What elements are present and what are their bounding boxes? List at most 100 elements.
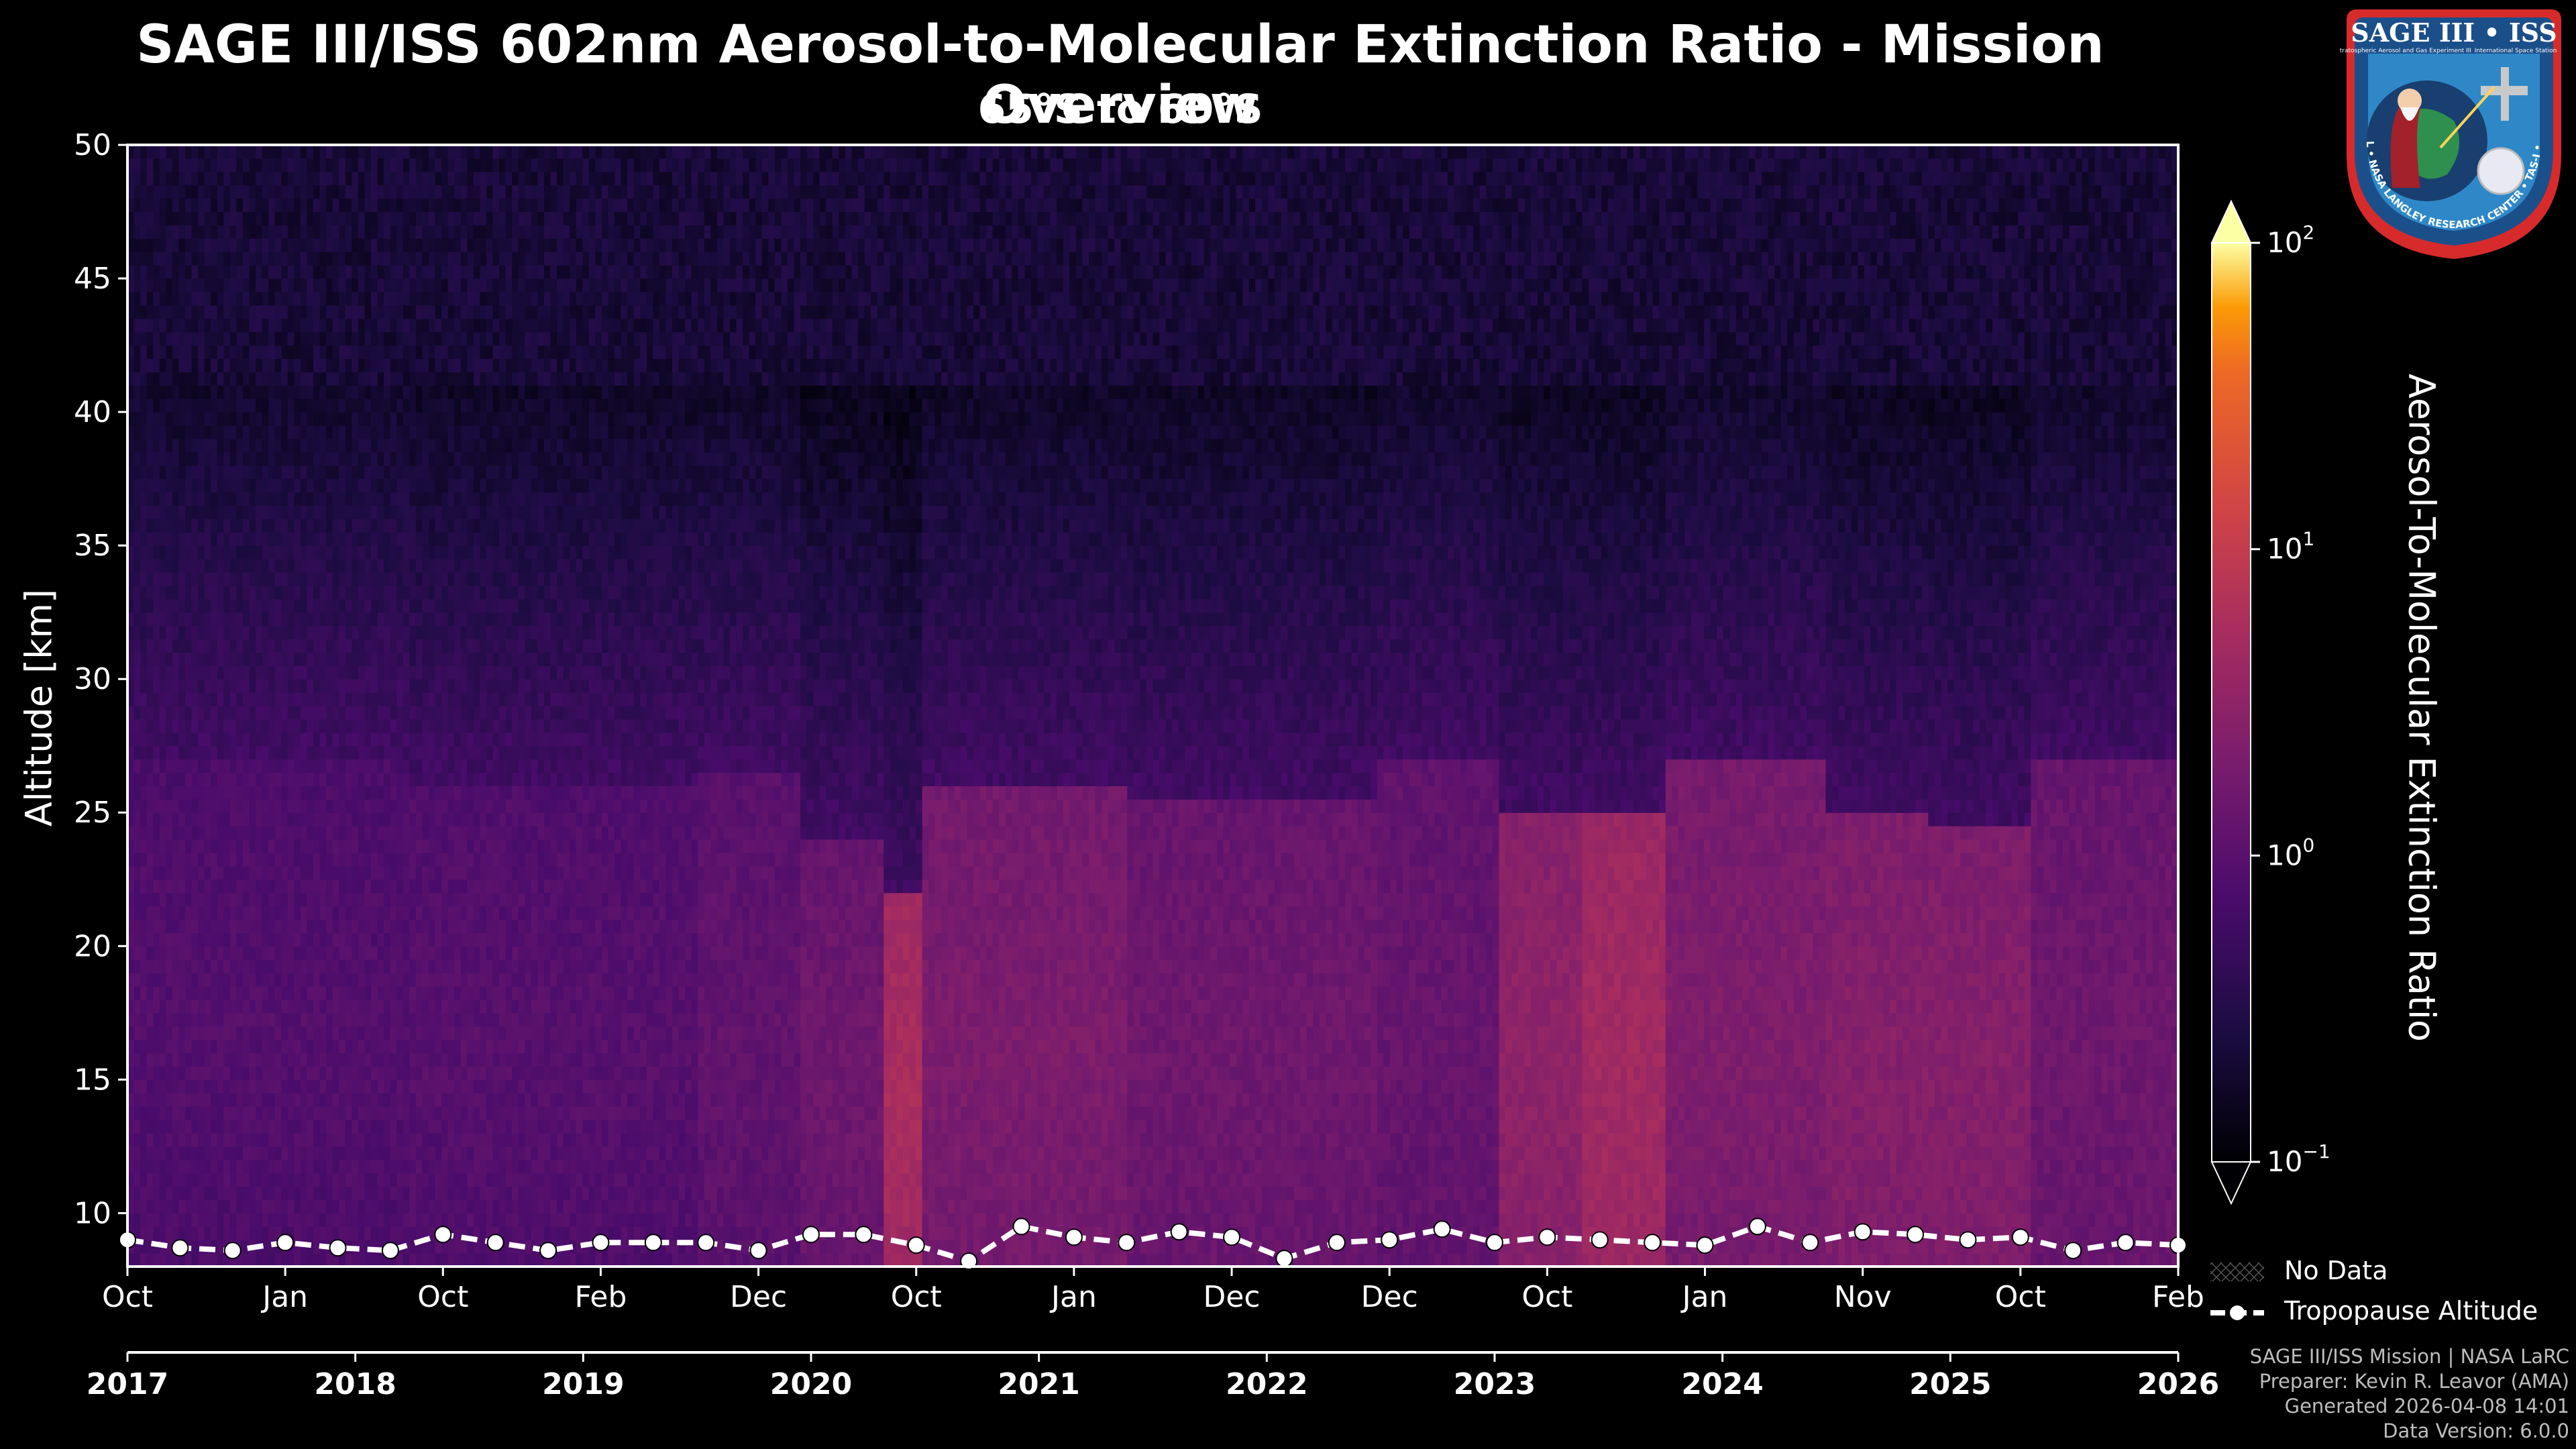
heatmap-band [698,145,801,1267]
colorbar-gradient [2212,243,2251,1162]
credit-line: SAGE III/ISS Mission | NASA LaRC [2250,1344,2569,1369]
no-data-legend-label: No Data [2284,1256,2388,1285]
heatmap-band [1127,145,1377,1267]
colorbar-tick-label: 101 [2267,528,2314,566]
y-tick-label: 40 [74,395,111,429]
tropopause-point [488,1234,504,1250]
colorbar-extend-min [2212,1162,2251,1203]
tropopause-legend-symbol [2210,1305,2264,1320]
tropopause-point [435,1226,451,1242]
y-tick-label: 35 [74,529,111,563]
month-tick-label: Oct [1521,1280,1572,1314]
tropopause-point [645,1234,661,1250]
month-tick-label: Nov [1834,1280,1892,1314]
month-tick-label: Dec [1203,1280,1260,1314]
y-tick-label: 50 [74,128,111,162]
colorbar-tick-label: 100 [2267,834,2314,871]
tropopause-point [1329,1234,1345,1250]
tropopause-point [225,1242,241,1258]
tropopause-point [1171,1224,1187,1240]
tropopause-point [1644,1234,1660,1250]
tropopause-point [1224,1229,1240,1245]
colorbar-tick-label: 102 [2267,221,2314,259]
tropopause-point [1118,1234,1134,1250]
tropopause-point [1855,1224,1871,1240]
tropopause-point [277,1234,293,1250]
month-tick-label: Oct [1995,1280,2046,1314]
heatmap-band [1499,145,1582,1267]
logo-left-text: Stratospheric Aerosol and Gas Experiment… [2340,48,2471,54]
tropopause-point [1960,1232,1976,1248]
tropopause-point [2065,1242,2081,1258]
year-tick-label: 2025 [1909,1367,1991,1401]
credit-line: Preparer: Kevin R. Leavor (AMA) [2250,1369,2569,1394]
tropopause-point [1592,1232,1608,1248]
month-tick-label: Dec [730,1280,787,1314]
heatmap-band [1582,145,1666,1267]
year-tick-label: 2023 [1454,1367,1536,1401]
x-axis: Oct Jan Oct Feb Dec Oct Jan Dec Dec Oct Jan Nov Oct F… [87,1267,2219,1401]
month-tick-label: Jan [260,1280,308,1314]
logo-right-text: International Space Station [2475,48,2557,54]
credit-line: Generated 2026-04-08 14:01 [2250,1394,2569,1419]
year-tick-label: 2017 [87,1367,168,1401]
logo-title: SAGE III • ISS [2351,17,2557,48]
tropopause-point [382,1242,398,1258]
heatmap-band [922,145,1128,1267]
colorbar: 102 101 100 10−1 [2212,201,2330,1203]
legend [2210,1263,2264,1320]
heatmap-band [2031,145,2178,1267]
month-tick-label: Dec [1361,1280,1418,1314]
tropopause-point [751,1242,767,1258]
colorbar-tick-label: 10−1 [2267,1140,2330,1178]
y-tick-label: 15 [74,1063,111,1097]
tropopause-point [1697,1237,1713,1253]
month-tick-label: Feb [575,1280,627,1314]
tropopause-point [1014,1218,1030,1234]
year-tick-label: 2018 [314,1367,396,1401]
tropopause-point [698,1234,714,1250]
tropopause-legend-label: Tropopause Altitude [2284,1296,2538,1326]
month-tick-label: Feb [2152,1280,2204,1314]
year-tick-label: 2020 [770,1367,852,1401]
tropopause-point [1750,1218,1766,1234]
heatmap-band [1826,145,1929,1267]
tropopause-point [2118,1234,2134,1250]
heatmap-band [1928,145,2031,1267]
tropopause-point [1434,1221,1450,1237]
year-tick-label: 2026 [2137,1367,2219,1401]
heatmap-band [1377,145,1499,1267]
colorbar-extend-max [2212,201,2251,243]
tropopause-point [855,1226,871,1242]
tropopause-point [2012,1229,2029,1245]
tropopause-point [1539,1229,1555,1245]
month-tick-label: Oct [417,1280,468,1314]
y-tick-label: 45 [74,262,111,296]
year-tick-label: 2022 [1226,1367,1307,1401]
tropopause-point [540,1242,556,1258]
tropopause-point [908,1237,924,1253]
tropopause-point [1381,1232,1397,1248]
year-tick-label: 2021 [998,1367,1079,1401]
month-tick-label: Oct [102,1280,153,1314]
tropopause-point [592,1234,608,1250]
y-tick-label: 25 [74,796,111,830]
y-tick-label: 30 [74,662,111,696]
month-tick-label: Jan [1680,1280,1728,1314]
tropopause-point [1487,1234,1503,1250]
tropopause-point [1276,1250,1292,1267]
heatmap-band [883,145,922,1267]
tropopause-point [172,1240,188,1256]
credits-block: SAGE III/ISS Mission | NASA LaRC Prepare… [2250,1344,2569,1444]
heatmap-band [800,145,884,1267]
y-tick-label: 10 [74,1196,111,1230]
tropopause-point [1802,1234,1818,1250]
heatmap-band [409,145,698,1267]
no-data-legend-symbol [2210,1263,2264,1281]
month-tick-label: Jan [1049,1280,1097,1314]
tropopause-point [1907,1226,1923,1242]
month-tick-label: Oct [891,1280,942,1314]
year-tick-label: 2019 [542,1367,624,1401]
